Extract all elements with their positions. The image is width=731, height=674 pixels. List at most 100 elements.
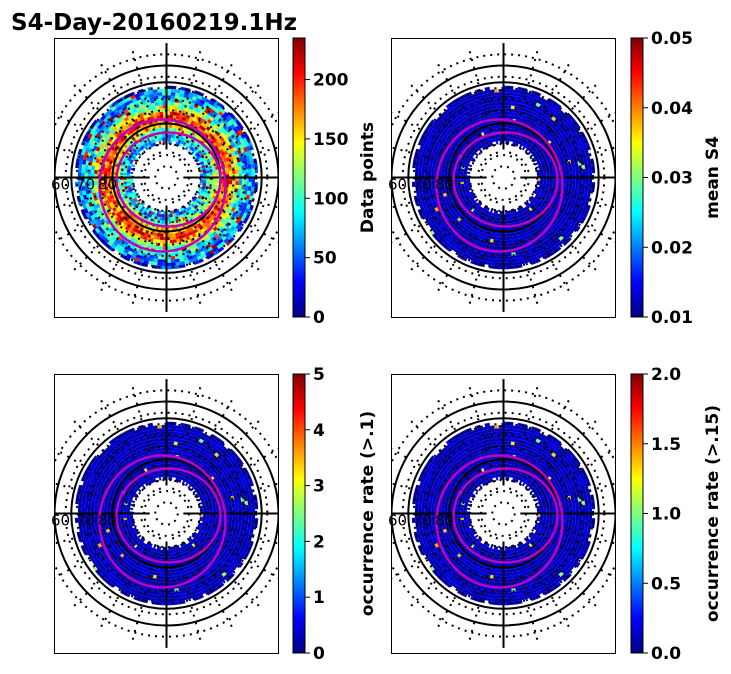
heatmap-cell [122, 135, 127, 140]
heatmap-cell [525, 209, 529, 214]
heatmap-cell [469, 197, 474, 202]
heatmap-cell [498, 259, 504, 263]
heatmap-cell [243, 146, 248, 153]
heatmap-cell [488, 105, 493, 110]
heatmap-cell [230, 129, 236, 135]
heatmap-cell [555, 111, 561, 117]
heatmap-cell [534, 136, 540, 141]
heatmap-cell [415, 190, 420, 196]
heatmap-cell [118, 108, 124, 114]
heatmap-cell [206, 170, 210, 174]
heatmap-cell [561, 161, 565, 166]
heatmap-cell [425, 201, 430, 207]
heatmap-cell [141, 206, 145, 210]
heatmap-cell [169, 236, 174, 241]
heatmap-cell [135, 200, 140, 205]
heatmap-cell [509, 134, 513, 139]
heatmap-cell [228, 180, 233, 185]
heatmap-cell [150, 234, 155, 239]
heatmap-cell [432, 146, 438, 152]
heatmap-cell [179, 476, 183, 480]
heatmap-cell [152, 211, 156, 216]
heatmap-cell [132, 148, 137, 153]
heatmap-cell [460, 170, 464, 174]
heatmap-cell [169, 546, 173, 551]
heatmap-cell [231, 198, 236, 204]
heatmap-cell [527, 230, 532, 235]
heatmap-cell [515, 99, 521, 104]
heatmap-cell [575, 169, 580, 174]
heatmap-cell [546, 241, 552, 247]
heatmap-cell [416, 158, 421, 165]
heatmap-cell [446, 156, 452, 161]
heatmap-cell [170, 92, 176, 96]
heatmap-cell [443, 240, 450, 247]
heatmap-cell [512, 232, 516, 237]
heatmap-cell [497, 213, 500, 218]
heatmap-cell [135, 96, 142, 101]
heatmap-cell [81, 172, 85, 178]
heatmap-cell [533, 108, 539, 114]
heatmap-cell [536, 250, 543, 256]
heatmap-cell [528, 254, 535, 259]
heatmap-cell [477, 209, 482, 214]
heatmap-cell [170, 101, 175, 106]
heatmap-cell [495, 141, 499, 145]
heatmap-cell [139, 212, 143, 217]
heatmap-cell [560, 158, 565, 163]
heatmap-cell [576, 193, 581, 199]
heatmap-cell [230, 207, 236, 213]
heatmap-cell [463, 96, 470, 102]
heatmap-cell [535, 194, 540, 198]
heatmap-cell [227, 163, 232, 168]
heatmap-cell [484, 106, 490, 111]
heatmap-cell [468, 136, 473, 141]
grid-circle [154, 165, 179, 190]
heatmap-cell [191, 131, 196, 136]
heatmap-cell [200, 253, 207, 259]
heatmap-cell [149, 479, 153, 484]
heatmap-cell [170, 256, 176, 260]
heatmap-cell [440, 170, 445, 175]
oval-boundary-outer [98, 118, 227, 253]
heatmap-cell [479, 207, 484, 212]
heatmap-cell [208, 186, 212, 190]
heatmap-cell [244, 181, 249, 187]
heatmap-cell [233, 141, 239, 147]
heatmap-cell [526, 248, 532, 253]
heatmap-cell [241, 165, 245, 170]
heatmap-cell [495, 124, 499, 129]
heatmap-cell [133, 470, 138, 475]
heatmap-cell [479, 236, 485, 241]
heatmap-cell [507, 134, 511, 138]
heatmap-cell [424, 173, 428, 178]
heatmap-cell [572, 181, 576, 186]
heatmap-cell [139, 482, 144, 487]
heatmap-cell [193, 486, 198, 491]
heatmap-cell [212, 169, 216, 173]
heatmap-cell [116, 243, 122, 250]
heatmap-cell [513, 112, 518, 117]
heatmap-cell [232, 138, 237, 144]
heatmap-cell [485, 140, 489, 145]
heatmap-cell [441, 183, 445, 188]
heatmap-cell [166, 95, 172, 99]
heatmap-cell [174, 125, 178, 129]
colorbar-tick-label: 200 [313, 71, 349, 91]
heatmap-cell [234, 162, 239, 167]
heatmap-cell [209, 100, 216, 107]
heatmap-cell [564, 187, 569, 192]
heatmap-cell [200, 526, 204, 530]
heatmap-cell [159, 217, 163, 221]
heatmap-cell [148, 550, 153, 554]
heatmap-cell [242, 212, 248, 219]
heatmap-cell [172, 470, 176, 475]
heatmap-cell [198, 204, 203, 209]
heatmap-cell [90, 169, 95, 174]
heatmap-cell [569, 170, 573, 175]
heatmap-cell [486, 143, 490, 148]
heatmap-cell [140, 209, 145, 214]
heatmap-cell [238, 144, 244, 150]
heatmap-cell [143, 232, 149, 238]
heatmap-cell [144, 142, 149, 147]
